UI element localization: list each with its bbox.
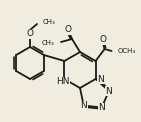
Text: N: N bbox=[80, 101, 87, 110]
Text: N: N bbox=[106, 86, 112, 96]
Text: CH₃: CH₃ bbox=[41, 40, 54, 46]
Text: N: N bbox=[98, 103, 105, 112]
Text: CH₃: CH₃ bbox=[43, 19, 56, 25]
Text: HN: HN bbox=[56, 77, 69, 86]
Text: N: N bbox=[97, 75, 104, 83]
Text: OCH₃: OCH₃ bbox=[118, 48, 136, 54]
Text: O: O bbox=[99, 36, 106, 45]
Text: O: O bbox=[64, 25, 71, 35]
Text: O: O bbox=[27, 30, 34, 39]
